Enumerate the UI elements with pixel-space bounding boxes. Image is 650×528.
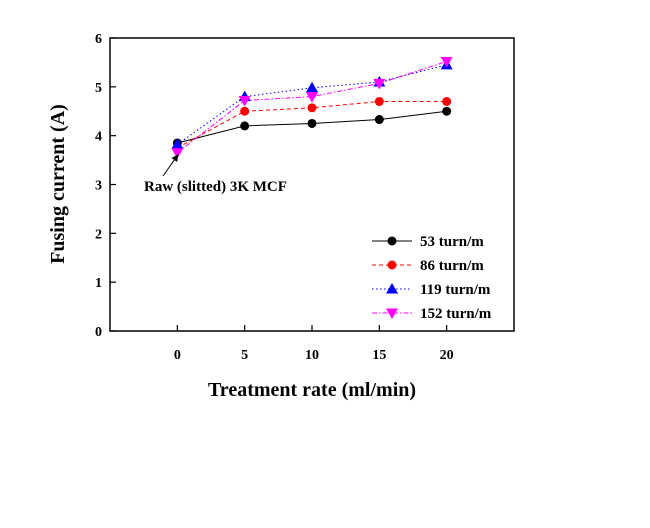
data-point [171,138,184,149]
legend-label: 86 turn/m [420,258,484,274]
x-tick-label: 20 [440,348,454,363]
legend-item: 86 turn/m [372,258,484,274]
data-point [374,115,384,125]
legend-marker [386,283,398,294]
x-axis-title: Treatment rate (ml/min) [208,379,416,401]
legend-marker [387,236,397,246]
series-4 [171,56,453,159]
y-axis-title: Fusing current (A) [47,104,69,264]
data-point [440,56,453,68]
y-tick-label: 6 [95,32,102,47]
series-layer [171,56,453,159]
legend-label: 152 turn/m [420,306,492,322]
legend-item: 152 turn/m [372,306,492,322]
annotation: Raw (slitted) 3K MCF [144,154,287,195]
y-tick-label: 2 [95,227,102,242]
annotation-arrow-head [171,154,179,163]
data-point [240,121,250,131]
series-line [177,60,447,154]
series-line [177,100,447,149]
y-tick-label: 3 [95,179,102,194]
x-axis: 0 5 10 15 20 [174,325,454,363]
data-point [373,78,386,90]
x-tick-label: 0 [174,348,181,363]
legend: 53 turn/m 86 turn/m 119 turn/m 152 turn/m [372,234,492,322]
y-tick-label: 0 [95,325,102,340]
legend-item: 119 turn/m [372,282,491,298]
annotation-text: Raw (slitted) 3K MCF [144,179,287,195]
data-point [307,118,317,128]
y-tick-label: 5 [95,81,102,96]
data-point [374,96,384,106]
y-axis: 0 1 2 3 4 5 6 [95,32,116,340]
legend-marker [386,308,398,319]
y-tick-label: 1 [95,276,102,291]
legend-label: 53 turn/m [420,234,484,250]
data-point [442,96,452,106]
x-tick-label: 15 [372,348,386,363]
legend-item: 53 turn/m [372,234,484,250]
legend-marker [387,260,397,270]
data-point [171,148,184,159]
data-point [238,96,251,107]
x-tick-label: 5 [241,348,248,363]
y-tick-label: 4 [95,130,102,145]
data-point [442,106,452,116]
x-tick-label: 10 [305,348,319,363]
data-point [240,106,250,116]
data-point [306,92,318,103]
data-point [307,103,317,113]
legend-label: 119 turn/m [420,282,491,298]
data-point [306,81,318,93]
